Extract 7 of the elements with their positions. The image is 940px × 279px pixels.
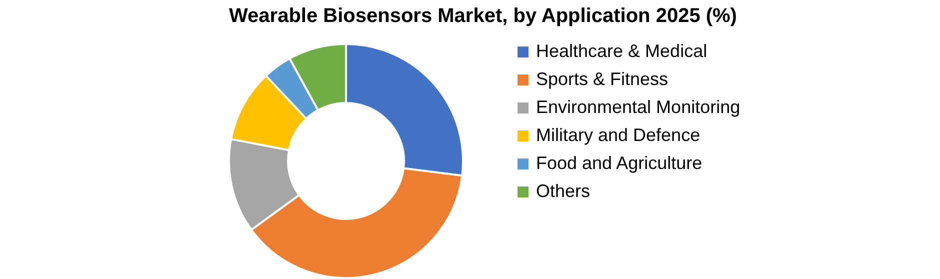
legend-label: Others	[536, 181, 590, 201]
legend-label: Healthcare & Medical	[536, 41, 708, 61]
legend-label: Food and Agriculture	[536, 153, 702, 173]
chart-title: Wearable Biosensors Market, by Application 2025 (%)	[229, 5, 737, 27]
legend-label: Sports & Fitness	[536, 69, 668, 89]
legend-label: Military and Defence	[536, 125, 700, 145]
legend-label: Environmental Monitoring	[536, 97, 740, 117]
